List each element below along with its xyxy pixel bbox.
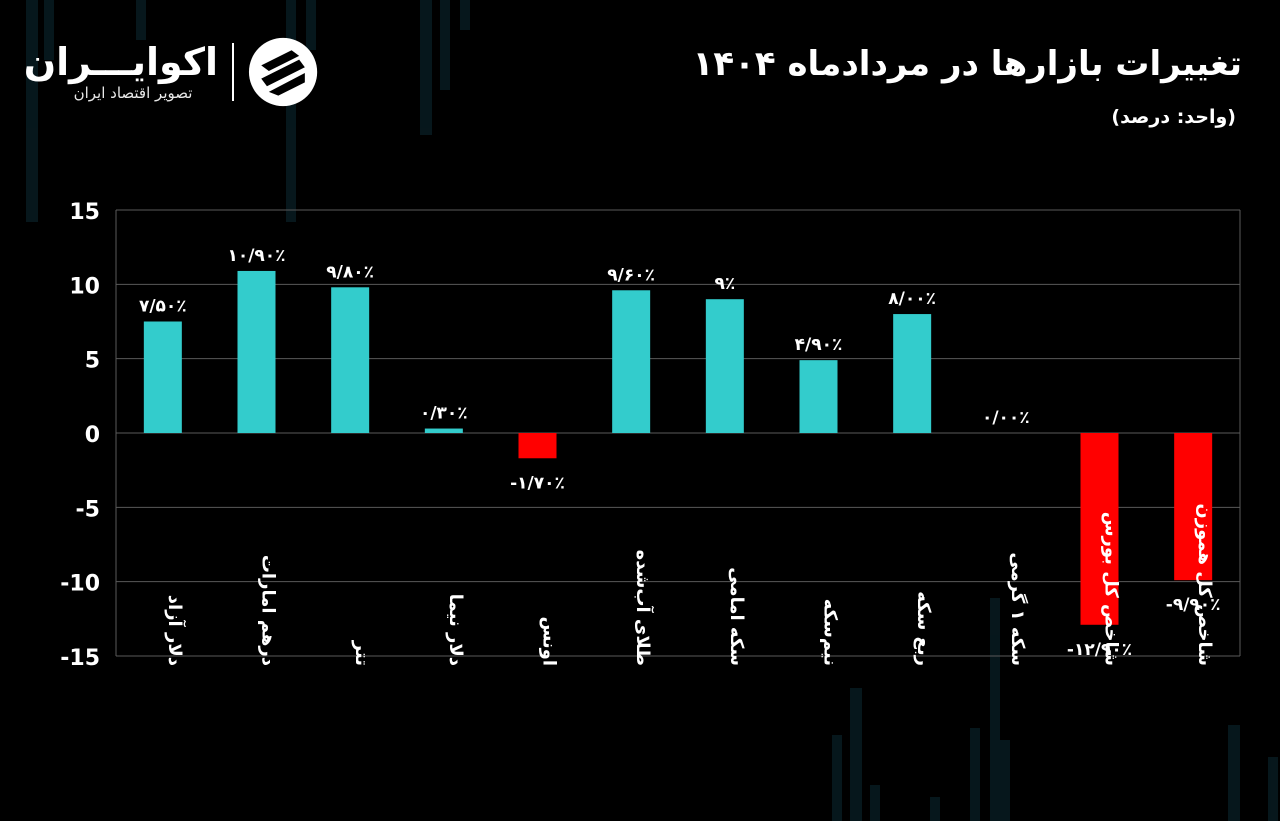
logo-separator bbox=[232, 43, 234, 101]
logo-name: اکوایـــران bbox=[23, 40, 218, 84]
bar bbox=[424, 428, 463, 433]
bar bbox=[237, 270, 276, 433]
bar bbox=[799, 360, 838, 433]
data-label: ۹/۶۰٪ bbox=[607, 265, 655, 285]
chart-unit: (واحد: درصد) bbox=[1111, 106, 1236, 128]
x-tick-label: ربع سکه bbox=[913, 591, 934, 666]
data-label: ۱۰/۹۰٪ bbox=[227, 246, 285, 266]
data-labels: ۷/۵۰٪ ۱۰/۹۰٪ ۹/۸۰٪ ۰/۳۰٪ -۱/۷۰٪ ۹/۶۰٪ ۹٪ ۴/۹۰٪ ۸… bbox=[139, 246, 1221, 660]
x-tick-label: اونس bbox=[539, 616, 560, 666]
data-label: -۱/۷۰٪ bbox=[510, 473, 565, 493]
x-axis-labels: دلار آزاد درهم امارات تتر دلار نیما اونس طلای… bbox=[164, 503, 1215, 666]
logo-text: اکوایـــران تصویر اقتصاد ایران bbox=[23, 40, 218, 103]
x-tick-label: شاخص کل هموزن bbox=[1194, 503, 1215, 666]
bar bbox=[331, 287, 370, 433]
x-tick-label: دلار آزاد bbox=[164, 595, 187, 666]
data-label: -۱۲/۹۰٪ bbox=[1067, 640, 1132, 660]
bar bbox=[612, 290, 651, 433]
data-label: ۷/۵۰٪ bbox=[139, 297, 187, 317]
bar bbox=[143, 321, 182, 433]
data-label: ۴/۹۰٪ bbox=[795, 335, 843, 355]
y-tick-label: -5 bbox=[76, 497, 100, 522]
y-tick-label: 0 bbox=[85, 423, 100, 448]
y-tick-label: 15 bbox=[69, 200, 100, 225]
brand-logo: اکوایـــران تصویر اقتصاد ایران bbox=[23, 32, 318, 112]
bar bbox=[705, 299, 744, 433]
y-tick-label: -15 bbox=[60, 646, 100, 671]
brand-mark-icon bbox=[248, 37, 318, 107]
x-tick-label: تتر bbox=[351, 640, 372, 666]
x-tick-label: درهم امارات bbox=[258, 555, 279, 666]
data-label: ۸/۰۰٪ bbox=[888, 289, 936, 309]
y-axis-ticks: 15 10 5 0 -5 -10 -15 bbox=[60, 200, 100, 671]
bar bbox=[893, 314, 932, 433]
data-label: -۹/۹۰٪ bbox=[1166, 595, 1221, 615]
x-tick-label: سکه امامی bbox=[726, 567, 747, 666]
bars bbox=[143, 270, 1213, 625]
data-label: ۹/۸۰٪ bbox=[326, 262, 374, 282]
y-tick-label: 5 bbox=[85, 349, 100, 374]
x-tick-label: شاخص کل بورس bbox=[1101, 512, 1122, 666]
data-label: ۹٪ bbox=[714, 274, 735, 294]
chart-title: تغییرات بازارها در مردادماه ۱۴۰۴ bbox=[692, 44, 1242, 84]
bar bbox=[1080, 433, 1119, 625]
x-tick-label: دلار نیما bbox=[445, 594, 466, 666]
x-tick-label: نیم‌سکه bbox=[820, 599, 841, 666]
data-label: ۰/۳۰٪ bbox=[420, 404, 468, 424]
grid-lines bbox=[115, 209, 1241, 657]
logo-tagline: تصویر اقتصاد ایران bbox=[73, 84, 193, 102]
y-tick-label: -10 bbox=[60, 572, 100, 597]
x-tick-label: سکه ۱ گرمی bbox=[1007, 552, 1029, 666]
bar bbox=[1174, 433, 1213, 581]
data-label: ۰/۰۰٪ bbox=[982, 408, 1030, 428]
bar bbox=[518, 433, 557, 459]
y-tick-label: 10 bbox=[69, 274, 100, 299]
x-tick-label: طلای آب‌شده bbox=[632, 550, 655, 666]
